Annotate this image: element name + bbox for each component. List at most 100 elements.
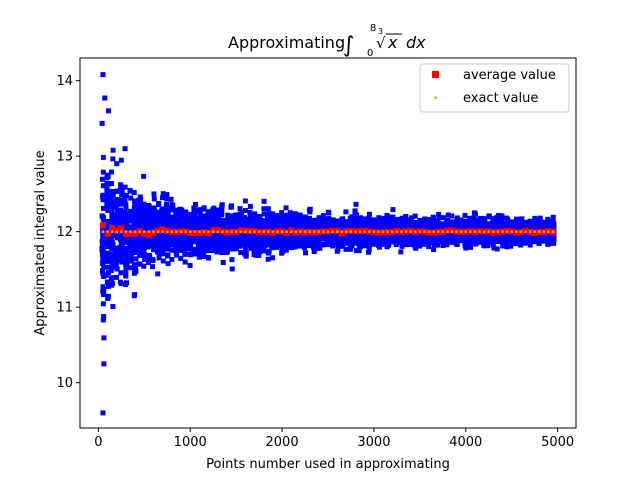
estimate-point [463, 224, 469, 230]
estimate-point [403, 213, 409, 219]
estimate-point [164, 192, 170, 198]
estimate-point [289, 237, 295, 243]
estimate-point [132, 242, 138, 248]
estimate-point [270, 211, 276, 217]
estimate-point [110, 259, 116, 265]
estimate-point [210, 239, 216, 245]
estimate-point [164, 232, 170, 238]
estimate-point [376, 234, 382, 240]
estimate-point [270, 242, 276, 248]
estimate-point [330, 233, 336, 239]
estimate-point [127, 215, 133, 221]
estimate-point [439, 238, 445, 244]
estimate-point [274, 218, 280, 224]
estimate-point [215, 240, 221, 246]
estimate-point [545, 223, 551, 229]
estimate-point [326, 215, 332, 221]
estimate-point [261, 198, 267, 204]
estimate-point [532, 236, 538, 242]
estimate-point [196, 207, 202, 213]
estimate-point [115, 208, 121, 214]
estimate-point [471, 215, 477, 221]
estimate-point [476, 223, 482, 229]
estimate-point [229, 216, 235, 222]
estimate-point [118, 212, 124, 218]
estimate-point [407, 221, 413, 227]
estimate-point [237, 243, 243, 249]
estimate-point [137, 261, 143, 267]
estimate-point [115, 196, 121, 202]
estimate-point [119, 233, 125, 239]
estimate-point [104, 180, 110, 186]
estimate-point [532, 215, 538, 221]
estimate-point [146, 217, 152, 223]
estimate-point [193, 217, 199, 223]
estimate-point [449, 219, 455, 225]
estimate-point [275, 235, 281, 241]
estimate-point [302, 235, 308, 241]
estimate-point [108, 181, 114, 187]
estimate-point [104, 187, 110, 193]
estimate-point [105, 244, 111, 250]
estimate-point [356, 232, 362, 238]
estimate-point [454, 215, 460, 221]
estimate-point [449, 239, 455, 245]
estimate-point [292, 244, 298, 250]
estimate-point [271, 239, 277, 245]
estimate-point [105, 108, 111, 114]
estimate-point [192, 224, 198, 230]
estimate-point [403, 240, 409, 246]
estimate-point [141, 208, 147, 214]
estimate-point [264, 238, 270, 244]
estimate-point [274, 241, 280, 247]
estimate-point [445, 238, 451, 244]
estimate-point [141, 245, 147, 251]
estimate-point [421, 218, 427, 224]
estimate-point [155, 271, 161, 277]
estimate-point [366, 221, 372, 227]
estimate-point [389, 220, 395, 226]
estimate-point [265, 235, 271, 241]
estimate-point [463, 237, 469, 243]
estimate-point [316, 223, 322, 229]
radical-sign: √ [376, 34, 386, 52]
estimate-point [523, 237, 529, 243]
average-point [122, 231, 129, 238]
estimate-point [504, 234, 510, 240]
estimate-point [339, 216, 345, 222]
estimate-point [344, 236, 350, 242]
estimate-point [398, 237, 404, 243]
estimate-point [124, 214, 130, 220]
estimate-point [390, 207, 396, 213]
estimate-point [265, 248, 271, 254]
estimate-point [252, 220, 258, 226]
estimate-point [280, 237, 286, 243]
estimate-point [325, 242, 331, 248]
estimate-point [399, 219, 405, 225]
estimate-point [472, 239, 478, 245]
estimate-point [187, 236, 193, 242]
average-point [191, 230, 198, 237]
estimate-point [101, 205, 107, 211]
estimate-point [247, 234, 253, 240]
estimate-point [533, 219, 539, 225]
estimate-point [110, 246, 116, 252]
estimate-point [123, 273, 129, 279]
estimate-point [105, 218, 111, 224]
estimate-point [307, 241, 313, 247]
estimate-point [169, 218, 175, 224]
estimate-point [468, 244, 474, 250]
estimate-point [532, 224, 538, 230]
estimate-point [237, 221, 243, 227]
estimate-point [333, 218, 339, 224]
estimate-point [440, 226, 446, 232]
estimate-point [376, 217, 382, 223]
estimate-point [216, 218, 222, 224]
estimate-point [225, 217, 231, 223]
estimate-point [163, 220, 169, 226]
estimate-point [161, 230, 167, 236]
estimate-point [228, 203, 234, 209]
points-layer [99, 72, 557, 416]
estimate-point [225, 212, 231, 218]
estimate-point [546, 235, 552, 241]
